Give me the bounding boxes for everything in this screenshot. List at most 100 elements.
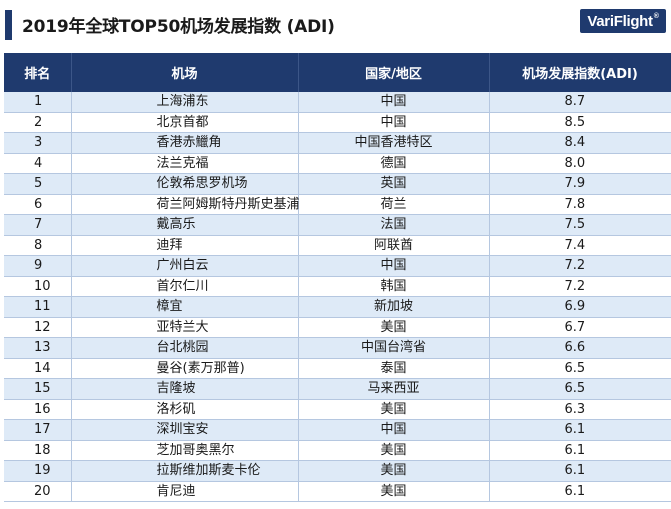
table-row: 11 樟宜 新加坡 6.9 (4, 296, 671, 318)
country-cell: 法国 (298, 214, 490, 236)
table-row: 9 广州白云 中国 7.2 (4, 255, 671, 277)
column-header-airport: 机场 (71, 53, 299, 92)
airport-cell: 上海浦东 (71, 92, 299, 113)
adi-cell: 7.8 (489, 194, 671, 215)
airport-cell: 拉斯维加斯麦卡伦 (71, 460, 299, 482)
table-row: 19 拉斯维加斯麦卡伦 美国 6.1 (4, 460, 671, 482)
country-cell: 中国 (298, 419, 490, 441)
adi-cell: 6.5 (489, 378, 671, 400)
country-cell: 阿联酋 (298, 235, 490, 256)
table-row: 16 洛杉矶 美国 6.3 (4, 399, 671, 420)
country-cell: 新加坡 (298, 296, 490, 318)
country-cell: 中国香港特区 (298, 132, 490, 154)
adi-cell: 6.9 (489, 296, 671, 318)
column-header-rank: 排名 (4, 53, 72, 92)
rank-cell: 2 (4, 112, 72, 133)
column-header-adi: 机场发展指数(ADI) (489, 53, 671, 92)
table-row: 3 香港赤鱲角 中国香港特区 8.4 (4, 132, 671, 154)
airport-cell: 香港赤鱲角 (71, 132, 299, 154)
airport-cell: 亚特兰大 (71, 317, 299, 338)
adi-cell: 8.7 (489, 92, 671, 113)
country-cell: 韩国 (298, 276, 490, 297)
rank-cell: 1 (4, 92, 72, 113)
adi-cell: 8.0 (489, 153, 671, 174)
variflight-logo: VariFlight ® (580, 9, 666, 33)
airport-cell: 戴高乐 (71, 214, 299, 236)
page-header: 2019年全球TOP50机场发展指数 (ADI) VariFlight ® (0, 0, 671, 48)
airport-cell: 首尔仁川 (71, 276, 299, 297)
table-row: 15 吉隆坡 马来西亚 6.5 (4, 378, 671, 400)
country-cell: 美国 (298, 481, 490, 502)
country-cell: 泰国 (298, 358, 490, 379)
rank-cell: 6 (4, 194, 72, 215)
country-cell: 中国 (298, 255, 490, 277)
table-body: 1 上海浦东 中国 8.7 2 北京首都 中国 8.5 3 香港赤鱲角 中国香港特区 8.4 4 法兰克福… (4, 92, 671, 502)
adi-ranking-table: 排名 机场 国家/地区 机场发展指数(ADI) 1 上海浦东 中国 8.7 2 北京首都中… (4, 53, 671, 502)
table-row: 12 亚特兰大 美国 6.7 (4, 317, 671, 338)
table-row: 4 法兰克福 德国 8.0 (4, 153, 671, 174)
table-row: 20 肯尼迪 美国 6.1 (4, 481, 671, 502)
rank-cell: 4 (4, 153, 72, 174)
adi-cell: 6.1 (489, 460, 671, 482)
table-row: 13 台北桃园 中国台湾省 6.6 (4, 337, 671, 359)
table-header-row: 排名 机场 国家/地区 机场发展指数(ADI) (4, 53, 671, 92)
rank-cell: 10 (4, 276, 72, 297)
registered-mark-icon: ® (653, 13, 659, 20)
airport-cell: 深圳宝安 (71, 419, 299, 441)
country-cell: 美国 (298, 460, 490, 482)
country-cell: 美国 (298, 440, 490, 461)
adi-cell: 7.5 (489, 214, 671, 236)
adi-cell: 6.7 (489, 317, 671, 338)
country-cell: 中国 (298, 92, 490, 113)
table-row: 5 伦敦希思罗机场 英国 7.9 (4, 173, 671, 195)
airport-cell: 伦敦希思罗机场 (71, 173, 299, 195)
country-cell: 中国 (298, 112, 490, 133)
airport-cell: 台北桃园 (71, 337, 299, 359)
adi-cell: 6.6 (489, 337, 671, 359)
table-row: 14 曼谷(素万那普) 泰国 6.5 (4, 358, 671, 379)
airport-cell: 洛杉矶 (71, 399, 299, 420)
adi-cell: 7.2 (489, 255, 671, 277)
table-row: 2 北京首都 中国 8.5 (4, 112, 671, 133)
rank-cell: 5 (4, 173, 72, 195)
adi-cell: 7.9 (489, 173, 671, 195)
country-cell: 中国台湾省 (298, 337, 490, 359)
country-cell: 英国 (298, 173, 490, 195)
airport-cell: 吉隆坡 (71, 378, 299, 400)
rank-cell: 3 (4, 132, 72, 154)
rank-cell: 12 (4, 317, 72, 338)
country-cell: 荷兰 (298, 194, 490, 215)
airport-cell: 迪拜 (71, 235, 299, 256)
column-header-country: 国家/地区 (298, 53, 490, 92)
adi-cell: 6.5 (489, 358, 671, 379)
adi-cell: 6.1 (489, 440, 671, 461)
title-accent-bar (5, 10, 12, 40)
adi-cell: 8.5 (489, 112, 671, 133)
country-cell: 美国 (298, 399, 490, 420)
table-row: 6 荷兰阿姆斯特丹斯史基浦 荷兰 7.8 (4, 194, 671, 215)
adi-cell: 7.2 (489, 276, 671, 297)
rank-cell: 11 (4, 296, 72, 318)
adi-cell: 7.4 (489, 235, 671, 256)
airport-cell: 北京首都 (71, 112, 299, 133)
airport-cell: 法兰克福 (71, 153, 299, 174)
rank-cell: 20 (4, 481, 72, 502)
table-row: 7 戴高乐 法国 7.5 (4, 214, 671, 236)
table-row: 10 首尔仁川 韩国 7.2 (4, 276, 671, 297)
table-row: 1 上海浦东 中国 8.7 (4, 92, 671, 113)
page-title: 2019年全球TOP50机场发展指数 (ADI) (22, 17, 335, 37)
table-row: 18 芝加哥奥黑尔 美国 6.1 (4, 440, 671, 461)
adi-cell: 8.4 (489, 132, 671, 154)
rank-cell: 7 (4, 214, 72, 236)
adi-cell: 6.3 (489, 399, 671, 420)
airport-cell: 荷兰阿姆斯特丹斯史基浦 (71, 194, 300, 215)
country-cell: 美国 (298, 317, 490, 338)
airport-cell: 芝加哥奥黑尔 (71, 440, 299, 461)
rank-cell: 13 (4, 337, 72, 359)
rank-cell: 15 (4, 378, 72, 400)
rank-cell: 14 (4, 358, 72, 379)
rank-cell: 18 (4, 440, 72, 461)
country-cell: 德国 (298, 153, 490, 174)
rank-cell: 19 (4, 460, 72, 482)
table-row: 17 深圳宝安 中国 6.1 (4, 419, 671, 441)
